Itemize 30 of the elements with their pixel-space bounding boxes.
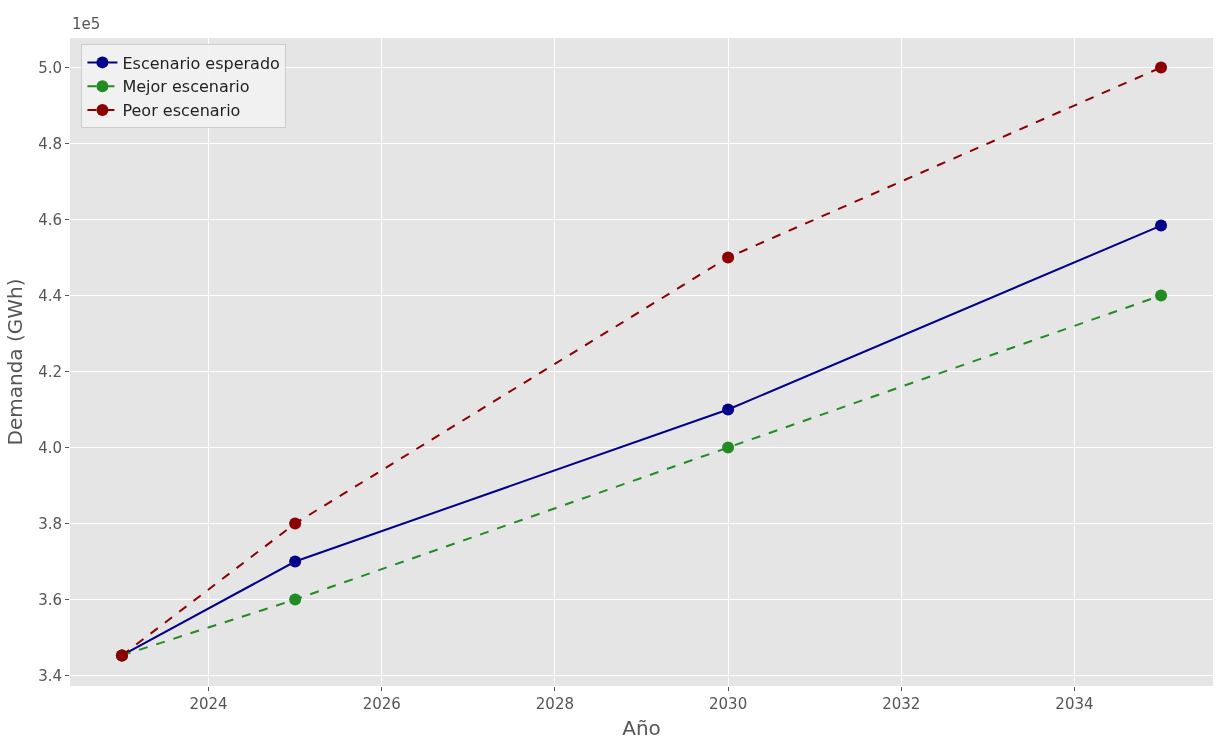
point	[722, 403, 735, 416]
y-axis-title: Demanda (GWh)	[2, 278, 27, 446]
text: 1e5	[72, 15, 101, 33]
y-tick-label: 4.2	[38, 362, 62, 381]
y-tick-label: 4.0	[38, 438, 62, 457]
x-tick-label: 2028	[535, 695, 574, 713]
x-tick-label: 2030	[709, 695, 748, 713]
legend-label: Escenario esperado	[122, 53, 280, 73]
y-tick-label: 4.8	[38, 134, 62, 153]
point	[1155, 61, 1168, 74]
x-axis-title: Año	[622, 715, 661, 740]
y-tick-label: 3.6	[38, 590, 62, 609]
x-tick-label: 2024	[189, 695, 228, 713]
legend-label: Peor escenario	[122, 101, 241, 121]
y-tick-label: 3.8	[38, 514, 62, 533]
x-tick-label: 2032	[882, 695, 921, 713]
point	[289, 517, 302, 530]
x-tick-label: 2034	[1055, 695, 1094, 713]
x-tick-label: 2026	[362, 695, 401, 713]
legend-label: Mejor escenario	[122, 77, 250, 97]
point	[722, 251, 735, 264]
y-tick-label: 3.4	[38, 666, 62, 685]
point	[722, 441, 735, 454]
point	[1155, 289, 1168, 302]
y-tick-label: 4.6	[38, 210, 62, 229]
point	[289, 555, 302, 568]
point	[289, 593, 302, 606]
point	[1155, 219, 1168, 232]
y-tick-label: 5.0	[38, 58, 62, 77]
y-tick-label: 4.4	[38, 286, 62, 305]
